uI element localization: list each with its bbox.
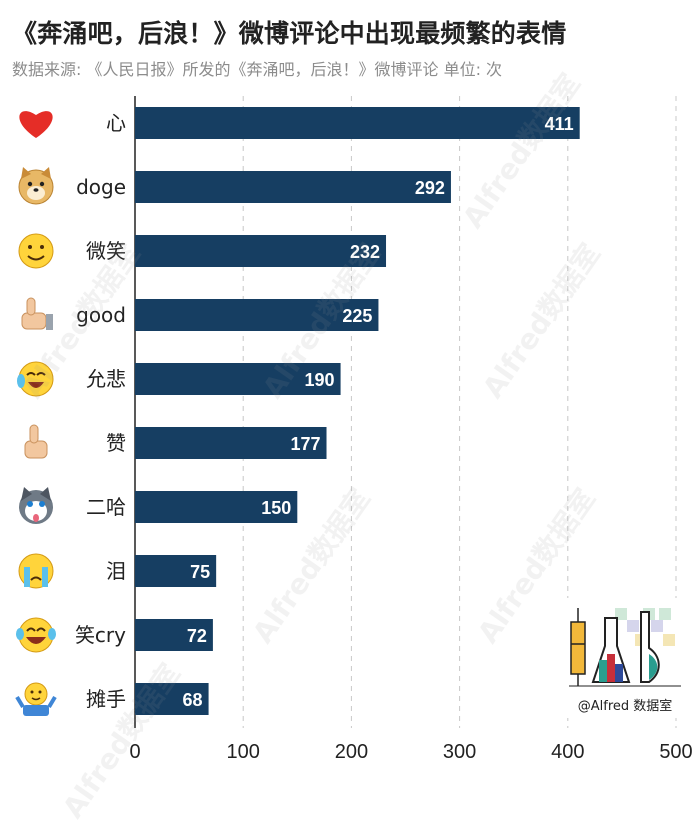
x-tick-label: 200	[335, 741, 368, 763]
shrug-icon	[15, 682, 57, 716]
bar-value-label: 75	[190, 562, 210, 582]
bar	[135, 171, 451, 203]
category-label: good	[76, 303, 126, 327]
x-tick-label: 0	[129, 741, 140, 763]
category-label: 允悲	[86, 367, 126, 391]
bar-value-label: 68	[183, 690, 203, 710]
bar-value-label: 177	[290, 434, 320, 454]
bar-value-label: 292	[415, 178, 445, 198]
thumbs-up-icon	[24, 424, 48, 459]
category-label: doge	[76, 175, 126, 199]
category-label: 心	[106, 111, 126, 135]
bar-value-label: 150	[261, 498, 291, 518]
heart-icon	[19, 111, 53, 138]
bar-value-label: 190	[305, 370, 335, 390]
lab-flask-icon	[569, 608, 681, 687]
x-tick-label: 400	[551, 741, 584, 763]
doge-icon	[18, 167, 54, 205]
bar-value-label: 411	[545, 114, 574, 134]
alfred-logo: @Alfred 数据室	[565, 598, 685, 718]
x-tick-label: 300	[443, 741, 476, 763]
yunbei-icon	[17, 361, 54, 397]
chart-title: 《奔涌吧，后浪！》微博评论中出现最频繁的表情	[12, 19, 567, 48]
logo-caption: @Alfred 数据室	[577, 699, 673, 714]
bar	[135, 363, 341, 395]
good-icon	[21, 297, 53, 330]
bar-value-label: 72	[187, 626, 207, 646]
category-label: 赞	[106, 431, 126, 455]
bar	[135, 683, 209, 715]
husky-icon	[19, 487, 53, 524]
category-label: 笑cry	[75, 623, 126, 647]
smile-icon	[18, 233, 54, 269]
category-label: 泪	[106, 559, 126, 583]
bar	[135, 619, 213, 651]
bar	[135, 299, 379, 331]
bar-value-label: 232	[350, 242, 380, 262]
bar	[135, 427, 327, 459]
laugh-cry-icon	[16, 617, 56, 653]
category-label: 二哈	[86, 495, 126, 519]
x-tick-label: 500	[659, 741, 692, 763]
bar-value-label: 225	[342, 306, 372, 326]
category-label: 微笑	[86, 239, 126, 263]
chart-subtitle: 数据来源: 《人民日报》所发的《奔涌吧，后浪！》微博评论 单位: 次	[12, 60, 503, 79]
category-label: 摊手	[86, 687, 126, 711]
bar-chart: 0 100 200 300 400 500 411 心 292 doge 232 微笑 225 good 1…	[15, 96, 693, 763]
x-tick-label: 100	[227, 741, 260, 763]
bar	[135, 235, 387, 267]
bar	[135, 491, 298, 523]
tears-icon	[18, 553, 54, 589]
bar	[135, 555, 217, 587]
bar	[135, 107, 580, 139]
